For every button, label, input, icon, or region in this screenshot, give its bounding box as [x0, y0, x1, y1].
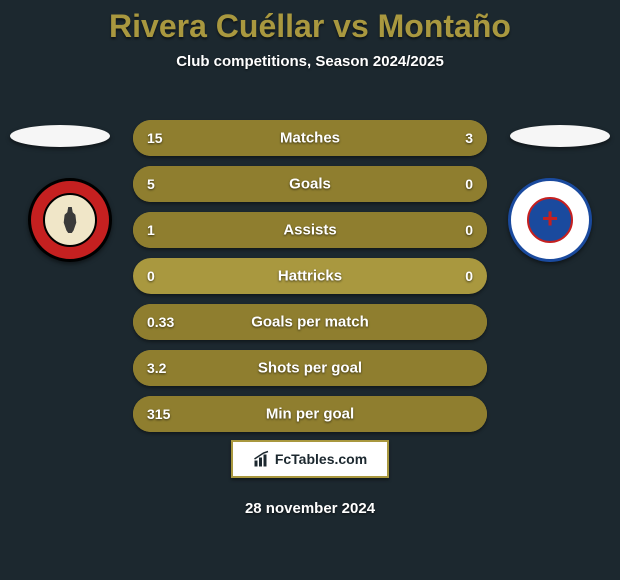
stat-label: Hattricks: [133, 268, 487, 285]
stat-row: 5Goals0: [133, 166, 487, 202]
club-badge-right: [508, 178, 592, 262]
date-label: 28 november 2024: [0, 500, 620, 517]
stat-row: 3.2Shots per goal: [133, 350, 487, 386]
stat-label: Assists: [133, 222, 487, 239]
club-badge-right-inner: [527, 197, 573, 243]
badge-base-right: [510, 125, 610, 147]
stat-row: 0.33Goals per match: [133, 304, 487, 340]
club-badge-left: [28, 178, 112, 262]
stat-value-right: 0: [465, 176, 473, 192]
page-subtitle: Club competitions, Season 2024/2025: [0, 53, 620, 70]
stat-row: 0Hattricks0: [133, 258, 487, 294]
stat-bars: 15Matches35Goals01Assists00Hattricks00.3…: [133, 120, 487, 442]
fctables-logo: FcTables.com: [231, 440, 389, 478]
badge-base-left: [10, 125, 110, 147]
stat-label: Min per goal: [133, 406, 487, 423]
stat-value-right: 0: [465, 222, 473, 238]
stat-label: Goals: [133, 176, 487, 193]
logo-text: FcTables.com: [275, 451, 367, 467]
chart-icon: [253, 450, 271, 468]
stat-label: Matches: [133, 130, 487, 147]
stat-label: Shots per goal: [133, 360, 487, 377]
page-title: Rivera Cuéllar vs Montaño: [0, 0, 620, 45]
club-badge-left-inner: [43, 193, 97, 247]
stat-row: 15Matches3: [133, 120, 487, 156]
stat-value-right: 3: [465, 130, 473, 146]
stat-label: Goals per match: [133, 314, 487, 331]
stat-value-right: 0: [465, 268, 473, 284]
stat-row: 1Assists0: [133, 212, 487, 248]
stat-row: 315Min per goal: [133, 396, 487, 432]
